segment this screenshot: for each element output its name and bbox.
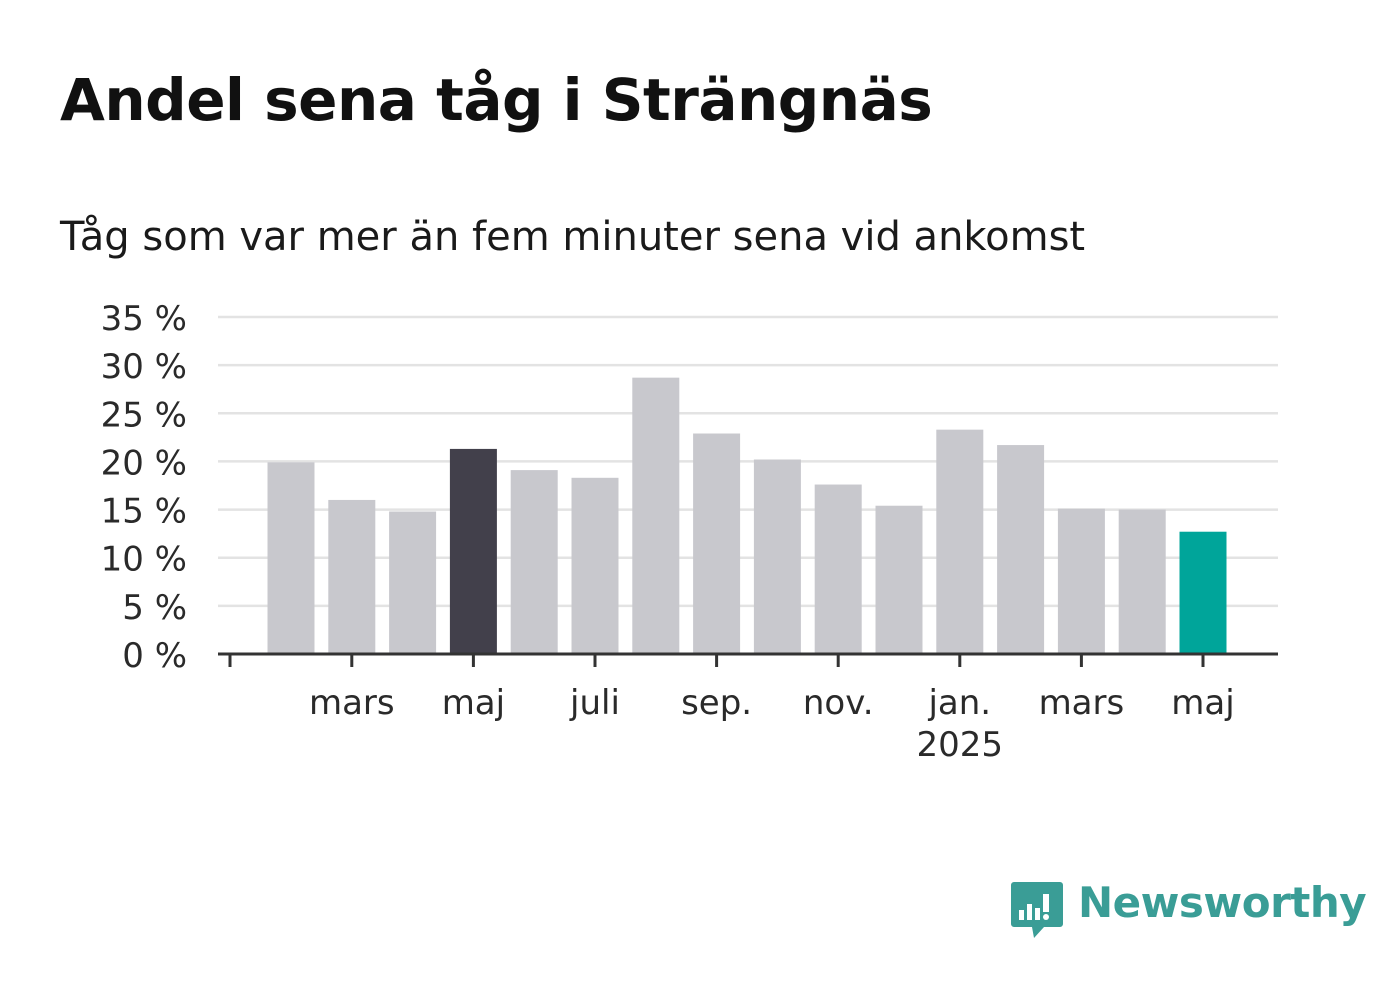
bar	[632, 377, 680, 654]
y-tick-label: 15 %	[101, 492, 187, 532]
newsworthy-logo-icon	[1011, 882, 1063, 938]
brand-name: Newsworthy	[1078, 878, 1367, 927]
x-tick-label: jan.	[927, 683, 991, 723]
x-tick-label: maj	[1171, 683, 1234, 723]
x-tick-label: maj	[442, 683, 505, 723]
bar	[510, 470, 558, 654]
bar	[936, 429, 984, 654]
newsworthy-logo: Newsworthy	[1010, 878, 1367, 942]
y-tick-label: 0 %	[122, 636, 187, 676]
bar	[328, 499, 376, 654]
bar	[997, 445, 1045, 654]
x-axis	[218, 652, 1278, 667]
y-tick-label: 30 %	[101, 347, 187, 387]
x-tick-label: juli	[569, 683, 620, 723]
bar	[1118, 509, 1166, 654]
bar	[753, 459, 801, 654]
bar	[389, 511, 437, 654]
y-tick-label: 20 %	[101, 443, 187, 483]
y-tick-label: 5 %	[122, 588, 187, 628]
x-tick-label: nov.	[803, 683, 874, 723]
y-tick-labels: 0 % 5 % 10 % 15 % 20 % 25 % 30 % 35 %	[101, 299, 187, 676]
x-tick-labels: mars maj juli sep. nov. jan.2025 mars maj	[309, 683, 1235, 765]
bar	[814, 484, 862, 654]
y-tick-label: 35 %	[101, 299, 187, 339]
y-tick-label: 25 %	[101, 395, 187, 435]
y-tick-label: 10 %	[101, 540, 187, 580]
x-tick-label: mars	[309, 683, 395, 723]
bar	[267, 462, 315, 654]
x-tick-sublabel: 2025	[917, 725, 1004, 765]
bar	[1057, 508, 1105, 654]
bar	[875, 505, 923, 654]
chart-subtitle: Tåg som var mer än fem minuter sena vid …	[60, 214, 1086, 260]
bar	[1179, 531, 1227, 654]
bar	[693, 433, 741, 654]
chart-title: Andel sena tåg i Strängnäs	[60, 66, 933, 134]
bar	[571, 477, 619, 654]
bar	[449, 448, 497, 654]
x-tick-label: mars	[1039, 683, 1125, 723]
x-tick-label: sep.	[681, 683, 752, 723]
bars	[267, 377, 1227, 654]
